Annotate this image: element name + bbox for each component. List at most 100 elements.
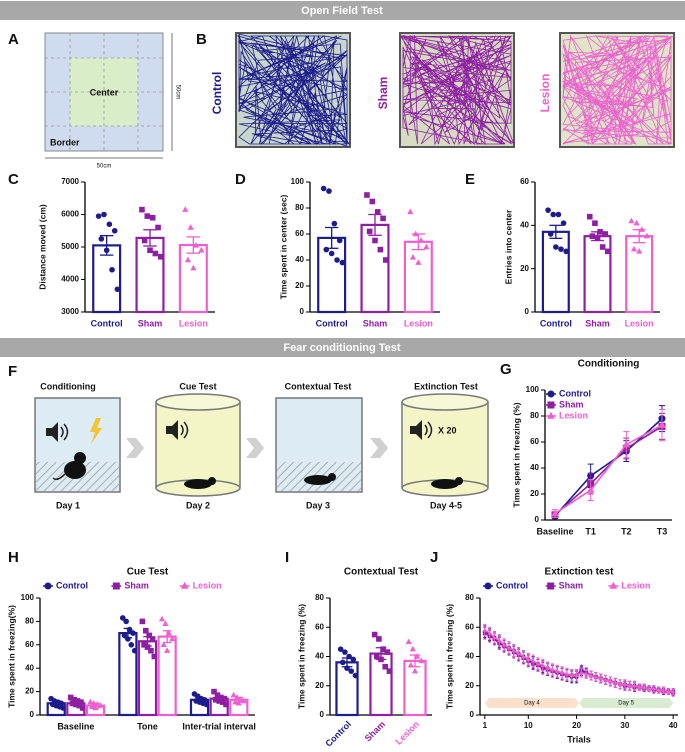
y-tick-label: 0 [535,515,540,524]
y-tick-label: 40 [25,663,34,672]
center-label: Center [90,87,119,97]
data-point [382,257,389,263]
data-point [599,244,606,250]
data-point [97,702,104,708]
y-tick-label: 7000 [61,177,79,186]
data-point [589,233,596,239]
data-point [203,701,210,708]
data-point [216,698,222,704]
arena: Center Border 50cm 50cm [44,32,180,170]
panel-label: J [430,549,438,566]
data-point [158,615,166,622]
data-point [111,227,118,234]
legend-marker [112,582,120,590]
data-point [223,701,229,708]
data-point [320,185,327,192]
data-point [633,219,640,226]
bar [541,230,570,314]
x-axis-label: Trials [567,734,591,744]
data-point [407,661,414,668]
y-tick-label: 5000 [61,242,79,251]
step-day: Day 3 [306,500,330,510]
data-point [119,615,126,621]
y-tick-label: 100 [21,593,35,602]
y-tick-label: 80 [530,411,539,420]
legend-marker [180,581,189,589]
step-title: Cue Test [179,381,216,391]
track-label: Sham [376,77,390,110]
data-point [569,673,574,678]
data-point [352,672,359,679]
chart-title: Cue Test [127,567,169,578]
data-point [212,696,219,703]
legend-marker [547,411,555,419]
data-point [339,659,346,666]
data-point [547,231,554,237]
height-label: 50cm [174,85,180,100]
data-point [141,642,147,648]
data-point [605,248,611,255]
data-point [598,676,603,681]
data-point [594,235,601,242]
data-point [409,645,416,652]
data-point [374,209,381,215]
data-point [643,232,650,239]
legend-label: Control [559,388,591,398]
y-tick-label: 40 [295,255,304,264]
data-point [492,635,497,640]
x-tick-label: Lesion [625,318,654,328]
day-label: Day 5 [618,701,634,707]
y-tick-label: 40 [520,220,529,229]
step-day: Day 1 [56,500,80,510]
x-tick-label: 20 [572,721,581,730]
data-point [152,250,159,257]
data-point [240,697,247,704]
y-axis-label: Time spent in freezing (%) [444,604,454,709]
y-axis-label: Entries into center [503,209,513,284]
data-point [632,683,637,688]
data-point [628,217,635,224]
mouse [64,461,86,479]
x-tick-label: Lesion [404,318,433,328]
x-tick-label: Lesion [394,719,422,747]
data-point [407,208,414,215]
y-tick-label: 60 [295,229,304,238]
data-point [415,259,422,265]
chevron [370,438,388,458]
shock-icon [90,418,102,444]
data-point [636,247,643,254]
step-day: Day 4-5 [430,500,462,510]
data-point [613,680,618,685]
data-point [101,211,107,218]
y-tick-label: 80 [25,617,34,626]
data-point [487,630,492,635]
mouse-tail [52,473,66,481]
data-point [371,631,378,638]
data-point [641,684,647,689]
data-point [630,245,638,252]
y-tick-label: 60 [530,437,539,446]
x-tick-label: 1 [483,721,488,730]
y-tick-label: 80 [295,203,304,212]
data-point [588,673,594,678]
data-point [74,698,81,704]
data-point [526,657,531,662]
data-point [521,654,526,659]
x-tick-label: Sham [585,318,610,328]
data-point [563,248,569,255]
data-point [418,657,425,664]
data-point [211,688,217,695]
panel-label: E [465,171,475,188]
data-point [106,221,113,228]
panel-label: F [8,363,17,380]
x-tick-label: T1 [585,526,596,536]
data-point [142,627,149,634]
sound-waves [60,423,69,441]
y-tick-label: 20 [465,681,474,690]
data-point [339,259,346,266]
data-point [551,509,559,517]
data-point [377,246,384,253]
data-point [622,440,631,448]
data-point [558,246,564,252]
step-title: Extinction Test [414,381,478,391]
